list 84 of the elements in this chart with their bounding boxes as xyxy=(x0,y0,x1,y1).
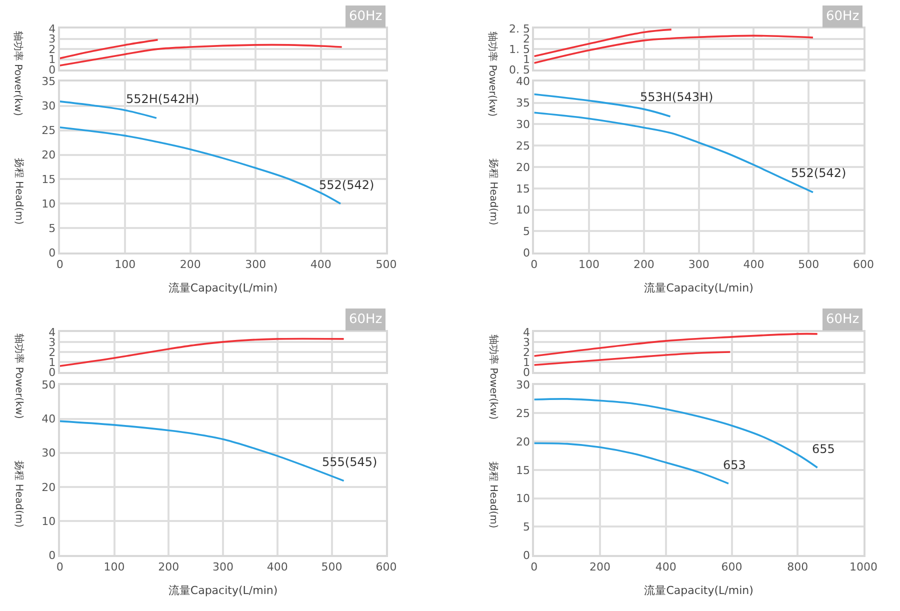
y-axis-title: 扬程 Head(m) xyxy=(487,461,500,528)
y-tick-label: 5 xyxy=(522,520,530,534)
y-tick-label: 40 xyxy=(42,412,56,426)
y-tick-label: 25 xyxy=(42,124,56,138)
x-tick-label: 200 xyxy=(590,560,611,574)
x-tick-label: 400 xyxy=(743,258,764,271)
y-tick-label: 5 xyxy=(522,225,530,238)
y-tick-label: 30 xyxy=(42,100,56,113)
x-tick-label: 600 xyxy=(376,560,397,574)
y-tick-label: 2. 5 xyxy=(508,22,530,36)
series-label: 553H(543H) xyxy=(640,90,714,104)
y-tick-label: 10 xyxy=(42,514,56,528)
series-label: 552(542) xyxy=(791,166,846,180)
y-tick-label: 15 xyxy=(42,173,56,186)
x-tick-label: 600 xyxy=(852,258,874,271)
text: 60Hz xyxy=(826,312,860,327)
y-tick-label: 35 xyxy=(42,75,56,88)
y-tick-label: 0 xyxy=(522,246,530,260)
y-tick-label: 0 xyxy=(48,246,56,260)
text: 60Hz xyxy=(349,312,382,327)
x-tick-label: 200 xyxy=(180,258,201,271)
x-tick-label: 800 xyxy=(787,560,808,574)
y-tick-label: 5 xyxy=(48,222,56,236)
x-axis-title: 流量Capacity(L/min) xyxy=(168,584,278,597)
line-series xyxy=(534,332,818,357)
y-axis-title: 轴功率 Power(kw) xyxy=(487,334,500,420)
line-series xyxy=(534,28,672,58)
x-tick-label: 100 xyxy=(578,258,600,271)
x-tick-label: 500 xyxy=(321,560,342,574)
line-series xyxy=(60,44,343,66)
x-tick-label: 200 xyxy=(158,560,180,574)
line-series xyxy=(60,338,345,367)
y-tick-label: 40 xyxy=(516,75,530,88)
y-tick-label: 10 xyxy=(42,198,56,211)
y-axis-title: 扬程 Head(m) xyxy=(13,460,26,528)
y-tick-label: 4 xyxy=(48,22,56,36)
x-tick-label: 300 xyxy=(245,258,266,271)
series-label: 653 xyxy=(723,458,746,472)
y-tick-label: 20 xyxy=(516,435,530,448)
y-axis-title: 扬程 Head(m) xyxy=(13,158,26,225)
x-tick-label: 300 xyxy=(688,258,710,271)
x-axis-title: 流量Capacity(L/min) xyxy=(644,282,754,295)
x-tick-label: 400 xyxy=(655,560,676,574)
line-series xyxy=(534,34,814,64)
text: 60Hz xyxy=(826,9,860,24)
y-tick-label: 15 xyxy=(516,464,530,477)
x-tick-label: 300 xyxy=(212,560,234,574)
y-axis-title: 扬程 Head(m) xyxy=(487,158,500,226)
y-tick-label: 20 xyxy=(42,148,56,162)
y-tick-label: 35 xyxy=(516,96,530,110)
x-tick-label: 100 xyxy=(104,560,125,574)
y-axis-title: 轴功率 Power(kw) xyxy=(486,32,499,117)
y-tick-label: 10 xyxy=(516,492,530,506)
x-tick-label: 100 xyxy=(114,258,136,271)
series-label: 552(542) xyxy=(319,178,374,192)
x-tick-label: 400 xyxy=(310,258,332,271)
series-label: 555(545) xyxy=(322,455,378,469)
y-tick-label: 20 xyxy=(516,160,530,174)
y-tick-label: 0 xyxy=(48,548,56,562)
series-label: 552H(542H) xyxy=(126,92,200,106)
y-tick-label: 25 xyxy=(516,139,530,152)
text: 60Hz xyxy=(349,9,382,24)
x-tick-label: 600 xyxy=(721,560,742,574)
x-axis-title: 流量Capacity(L/min) xyxy=(644,584,754,597)
y-tick-label: 30 xyxy=(516,378,530,392)
x-tick-label: 1000 xyxy=(849,560,878,574)
line-series xyxy=(534,351,731,366)
y-tick-label: 50 xyxy=(42,378,56,392)
y-tick-label: 25 xyxy=(516,406,530,420)
y-tick-label: 10 xyxy=(516,204,530,217)
y-axis-title: 轴功率 Power(kw) xyxy=(13,334,26,420)
x-tick-label: 400 xyxy=(266,560,288,574)
y-tick-label: 30 xyxy=(516,118,530,132)
y-tick-label: 0 xyxy=(522,548,530,562)
series-label: 655 xyxy=(812,442,835,456)
y-tick-label: 30 xyxy=(42,446,56,460)
y-tick-label: 20 xyxy=(42,480,56,494)
x-tick-label: 200 xyxy=(633,258,654,271)
line-series xyxy=(60,38,159,60)
y-tick-label: 15 xyxy=(516,182,530,196)
x-axis-title: 流量Capacity(L/min) xyxy=(168,282,278,295)
x-tick-label: 500 xyxy=(798,258,820,271)
y-axis-title: 轴功率 Power(kw) xyxy=(12,30,24,116)
x-tick-label: 500 xyxy=(376,258,397,271)
